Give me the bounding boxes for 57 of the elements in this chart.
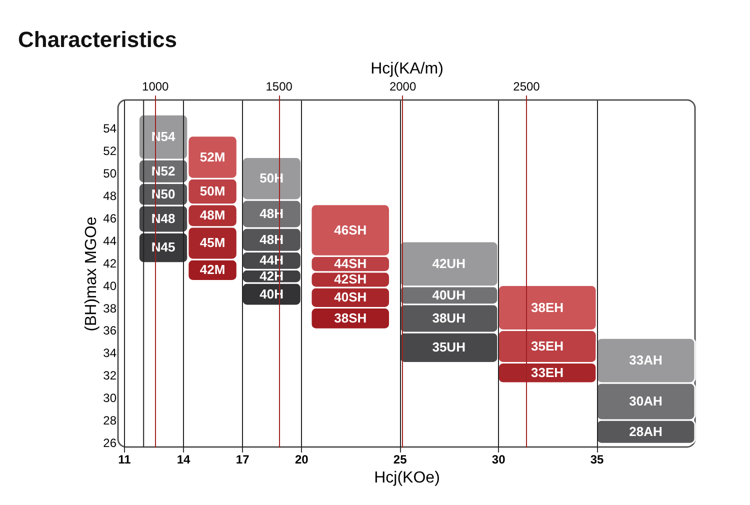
annotation: 42SH	[334, 272, 367, 287]
y-tick-label: 34	[103, 346, 117, 360]
annotation: 45M	[200, 235, 226, 250]
y-tick-label: 44	[103, 234, 117, 248]
annotation: N50	[151, 186, 176, 202]
annotation: N48	[151, 211, 176, 226]
annotation: 50M	[200, 184, 226, 199]
annotation: 52M	[200, 149, 226, 164]
annotation: N45	[151, 240, 176, 255]
x2-tick-label: 1500	[266, 80, 293, 94]
x2-axis-title: Hcj(KA/m)	[370, 60, 444, 78]
annotation: 40SH	[334, 290, 367, 305]
annotation: 44SH	[334, 256, 367, 271]
y-tick-label: 30	[103, 391, 117, 406]
y-tick-label: 36	[103, 324, 117, 338]
y-tick-label: 46	[103, 211, 117, 226]
y-tick-label: 32	[103, 368, 117, 383]
annotation: 35UH	[432, 340, 466, 355]
annotation: 42H	[260, 268, 284, 284]
annotation: 35EH	[531, 338, 564, 354]
y-tick-label: 42	[103, 256, 117, 270]
y-tick-label: 40	[103, 278, 117, 293]
x-tick-label: 17	[236, 452, 250, 466]
x-tick-label: 35	[590, 452, 604, 466]
y-tick-label: 50	[103, 166, 117, 180]
annotation: 42UH	[432, 256, 466, 271]
x-tick-label: 11	[118, 452, 132, 466]
x-tick-label: 20	[294, 452, 309, 466]
chart-title: Characteristics	[18, 27, 177, 52]
x-tick-label: 14	[176, 452, 190, 466]
annotation: 42M	[200, 262, 226, 278]
x2-tick-label: 2000	[389, 80, 416, 94]
annotation: 44H	[260, 252, 284, 268]
annotation: 38SH	[334, 310, 367, 326]
annotation: 46SH	[334, 222, 367, 238]
y-axis-title: (BH)max MGOe	[83, 216, 100, 332]
y-tick-label: 48	[103, 188, 117, 203]
annotation: 30AH	[629, 394, 662, 409]
annotation: 28AH	[629, 424, 662, 439]
annotation: 38EH	[531, 300, 564, 315]
x2-tick-label: 2500	[513, 80, 540, 94]
y-tick-label: 38	[103, 301, 117, 316]
y-tick-label: 26	[103, 436, 117, 450]
annotation: 48M	[200, 208, 226, 223]
x-tick-label: 30	[492, 452, 506, 466]
x-tick-label: 25	[393, 452, 408, 466]
annotation: 33AH	[629, 352, 662, 368]
annotation: 33EH	[531, 364, 564, 380]
annotation: 38UH	[432, 310, 466, 326]
annotation: 48H	[260, 232, 284, 247]
y-tick-label: 28	[103, 414, 117, 428]
x-axis-title: Hcj(KOe)	[374, 470, 440, 486]
y-tick-label: 54	[103, 122, 117, 136]
annotation: 40H	[260, 286, 284, 302]
x2-tick-label: 1000	[142, 80, 170, 94]
annotation: 40UH	[432, 287, 466, 302]
y-tick-label: 52	[103, 144, 117, 158]
